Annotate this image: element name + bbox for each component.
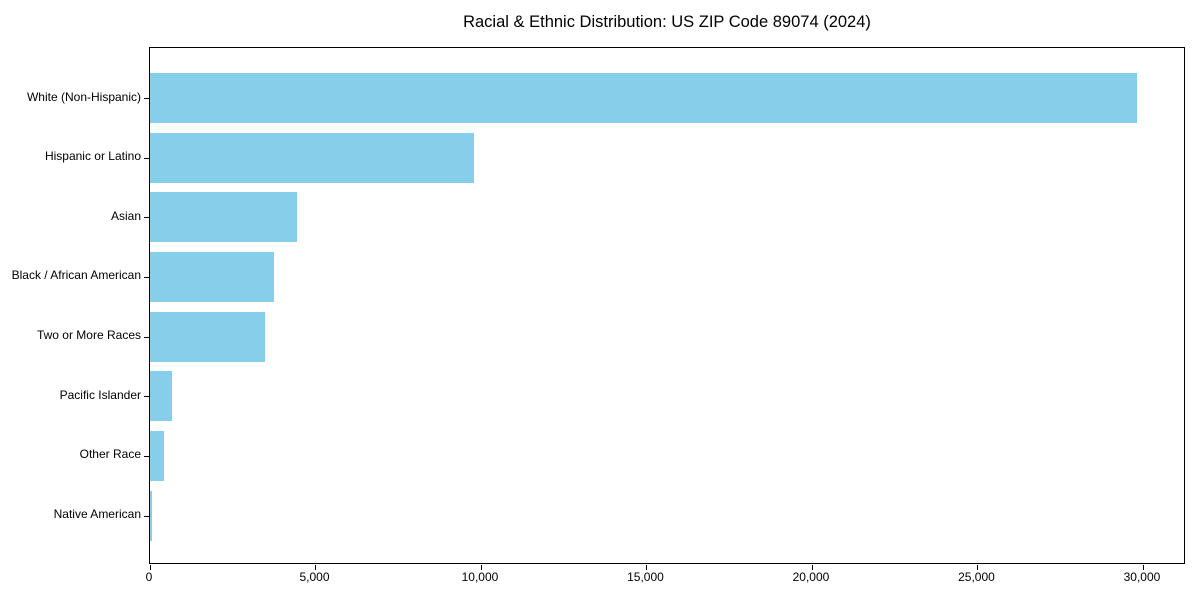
plot-area xyxy=(144,47,1185,570)
y-tick-label: Other Race xyxy=(79,447,141,462)
x-tick-mark xyxy=(481,565,482,570)
y-tick-mark xyxy=(144,98,150,99)
x-tick-mark xyxy=(150,565,151,570)
y-tick-mark xyxy=(144,277,150,278)
bar-other-race xyxy=(150,430,164,481)
y-tick-mark xyxy=(144,516,150,517)
bar-black-african-american xyxy=(150,251,274,302)
bar-native-american xyxy=(150,490,152,541)
chart-title: Racial & Ethnic Distribution: US ZIP Cod… xyxy=(463,13,871,31)
y-tick-label: Black / African American xyxy=(11,268,141,283)
x-tick-mark xyxy=(812,565,813,570)
y-tick-mark xyxy=(144,456,150,457)
bar-pacific-islander xyxy=(150,371,172,422)
x-axis-labels: 0 5,000 10,000 15,000 20,000 25,000 30,000 xyxy=(146,570,1185,588)
x-tick-label: 15,000 xyxy=(627,570,664,584)
y-tick-label: Two or More Races xyxy=(36,328,141,343)
bar-white-non-hispanic xyxy=(150,73,1137,123)
y-tick-label: White (Non-Hispanic) xyxy=(26,89,141,104)
x-tick-label: 10,000 xyxy=(461,570,499,584)
y-tick-mark xyxy=(144,337,150,338)
x-tick-mark xyxy=(977,565,978,570)
x-tick-label: 25,000 xyxy=(958,570,995,584)
y-tick-mark xyxy=(144,396,150,397)
x-tick-label: 20,000 xyxy=(792,570,830,584)
bar-hispanic-or-latino xyxy=(150,132,474,183)
y-tick-mark xyxy=(144,217,150,218)
x-tick-label: 0 xyxy=(145,570,153,584)
x-tick-mark xyxy=(646,565,647,570)
y-tick-mark xyxy=(144,158,150,159)
x-tick-mark xyxy=(315,565,316,570)
bar-two-or-more-races xyxy=(150,311,265,362)
y-tick-label: Hispanic or Latino xyxy=(44,149,141,164)
y-tick-label: Native American xyxy=(53,507,141,521)
x-tick-mark xyxy=(1143,565,1144,570)
y-axis-labels: White (Non-Hispanic) Hispanic or Latino As… xyxy=(0,47,141,564)
x-tick-label: 30,000 xyxy=(1123,570,1161,584)
y-tick-label: Asian xyxy=(110,208,141,223)
x-tick-label: 5,000 xyxy=(299,570,330,584)
y-tick-label: Pacific Islander xyxy=(59,387,141,402)
bar-asian xyxy=(150,192,297,243)
